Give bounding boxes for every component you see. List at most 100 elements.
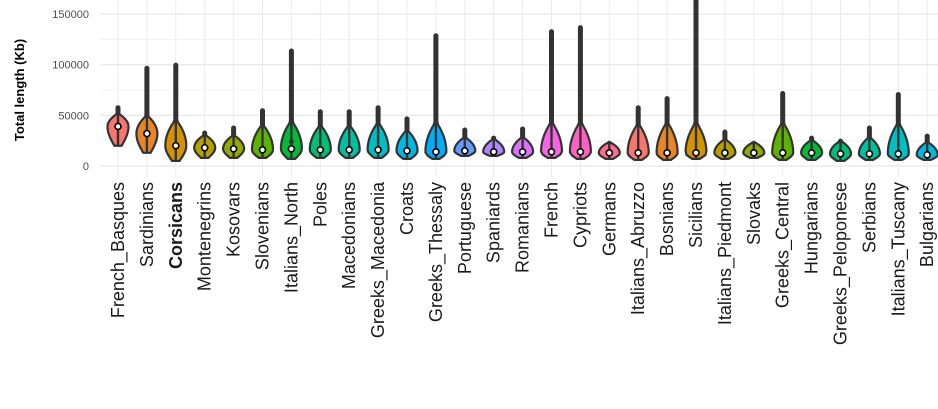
violin-italians-north — [279, 48, 303, 161]
max-point — [578, 25, 583, 30]
violin-french-basques — [106, 105, 130, 147]
x-tick-label: French — [542, 182, 562, 238]
max-point — [144, 65, 149, 70]
median-point — [836, 150, 845, 158]
max-point — [116, 105, 120, 110]
max-point — [549, 29, 554, 34]
x-tick-label: Slovaks — [744, 182, 764, 245]
x-tick-label: Hungarians — [802, 182, 822, 274]
max-point — [636, 105, 641, 110]
median-point — [200, 143, 209, 152]
y-tick-label: 0 — [83, 161, 89, 173]
violin-spaniards — [482, 135, 506, 157]
x-tick-label: Italians_Tuscany — [888, 182, 909, 316]
x-tick-label: Kosovars — [224, 182, 244, 257]
violin-montenegrins — [193, 130, 217, 159]
x-tick-label: Bulgarians — [917, 182, 937, 267]
max-point — [780, 91, 785, 96]
violin-serbians — [857, 125, 881, 162]
x-tick-label: Sicilians — [686, 182, 706, 248]
x-tick-label: Corsicans — [166, 182, 186, 269]
x-tick-label: Macedonians — [339, 182, 359, 289]
max-point — [376, 105, 381, 110]
x-tick-label: Greeks_Thessaly — [426, 182, 447, 322]
median-point — [258, 145, 267, 154]
max-point — [202, 130, 207, 135]
y-tick-labels: 0 50000 100000 150000 — [52, 9, 89, 173]
violin-greeks-central — [771, 91, 795, 162]
median-point — [749, 149, 758, 157]
median-point — [663, 149, 671, 157]
max-point — [491, 135, 496, 140]
median-point — [432, 148, 440, 156]
violin-portuguese — [453, 127, 477, 157]
x-tick-label: Italians_Abruzzo — [628, 182, 649, 315]
max-point — [289, 48, 294, 53]
violin-macedonians — [337, 109, 361, 159]
max-point — [231, 125, 236, 130]
violin-greeks-peloponese — [828, 138, 853, 163]
violin-italians-abruzzo — [626, 105, 650, 162]
outlier-point — [780, 112, 786, 118]
x-tick-label: Greeks_Macedonia — [368, 181, 389, 338]
x-tick-label: Sardinians — [137, 182, 157, 267]
median-point — [287, 144, 296, 153]
median-point — [460, 147, 469, 155]
y-tick-label: 50000 — [58, 110, 89, 122]
max-point — [694, 0, 698, 1]
median-point — [143, 129, 151, 138]
violin-sicilians — [684, 0, 708, 161]
median-point — [807, 149, 816, 157]
max-point — [809, 135, 814, 140]
median-point — [229, 144, 238, 153]
violin-bulgarians — [915, 133, 938, 162]
violin-germans — [597, 140, 621, 161]
x-tick-label: Slovenians — [253, 182, 273, 270]
max-point — [607, 140, 612, 145]
violin-kosovars — [222, 125, 246, 159]
median-point — [605, 149, 614, 157]
max-point — [462, 127, 467, 132]
max-point — [433, 33, 438, 38]
max-point — [838, 138, 843, 143]
median-point — [374, 145, 382, 154]
x-tick-label: Cypriots — [570, 182, 590, 248]
max-point — [260, 108, 265, 113]
max-point — [405, 116, 409, 121]
violin-slovenians — [250, 108, 275, 159]
max-point — [722, 129, 727, 134]
x-tick-label: Greeks_Peloponese — [831, 182, 852, 345]
max-point — [896, 92, 901, 97]
median-point — [114, 122, 122, 131]
x-tick-label: Italians_North — [281, 182, 302, 293]
x-tick-label: Portuguese — [455, 182, 475, 274]
violin-greeks-thessaly — [424, 33, 448, 161]
y-tick-label: 100000 — [52, 60, 89, 72]
max-point — [520, 126, 525, 131]
x-tick-label: Italians_Piedmont — [715, 182, 736, 325]
violin-french — [539, 29, 564, 159]
median-point — [894, 150, 903, 158]
x-tick-label: Croats — [397, 182, 417, 235]
outlier-point — [433, 119, 439, 124]
x-tick-label: Montenegrins — [195, 182, 215, 291]
median-point — [172, 141, 180, 150]
max-point — [665, 96, 670, 101]
x-tick-label: Spaniards — [484, 182, 504, 263]
violin-romanians — [511, 126, 535, 159]
violin-italians-piedmont — [713, 129, 737, 161]
violin-hungarians — [800, 135, 824, 162]
median-point — [721, 149, 729, 157]
violin-croats — [395, 116, 419, 161]
max-point — [173, 62, 178, 67]
violin-greeks-macedonia — [366, 105, 390, 159]
x-tick-label: Germans — [599, 182, 619, 256]
violin-series — [106, 0, 938, 163]
violin-poles — [308, 109, 332, 159]
max-point — [318, 109, 323, 114]
x-tick-label: Serbians — [859, 182, 879, 253]
outlier-point — [549, 39, 554, 45]
x-tick-label: Romanians — [513, 182, 533, 273]
x-tick-labels: French_Basques Sardinians Corsicans Montene… — [108, 181, 937, 345]
median-point — [547, 148, 556, 156]
